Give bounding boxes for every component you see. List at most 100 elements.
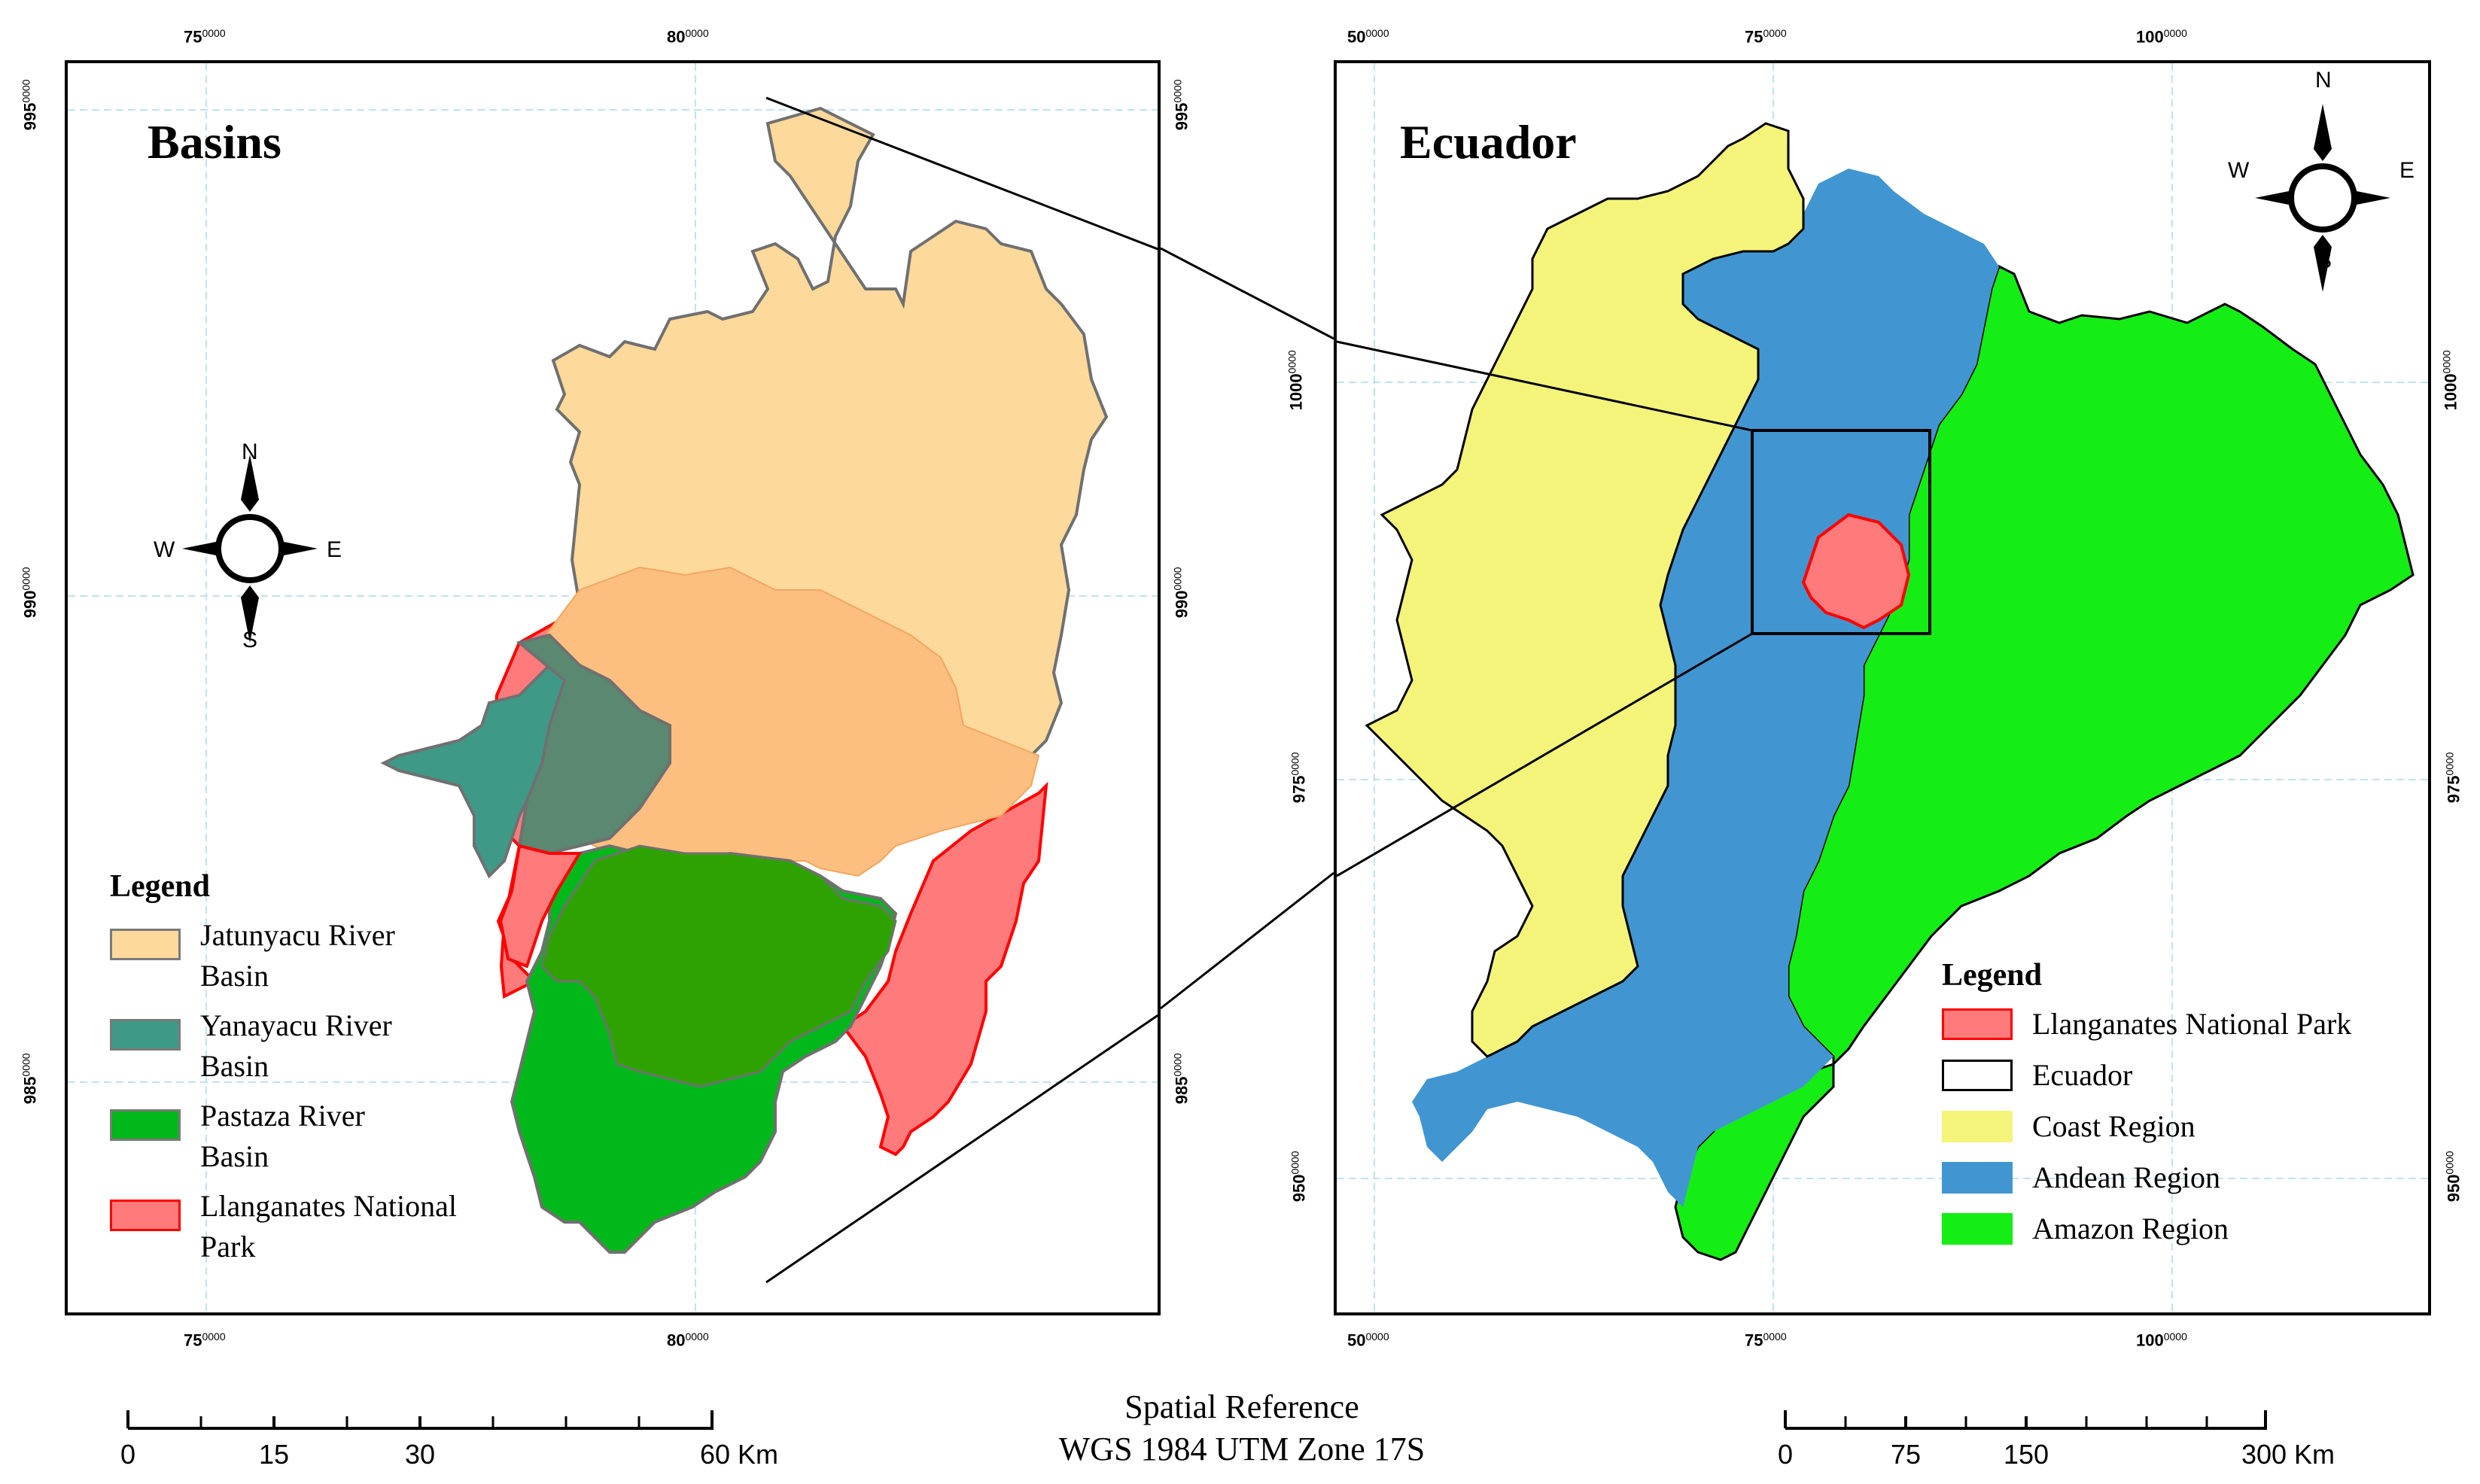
basins-tick-right-9900000: 9900000	[1171, 567, 1191, 619]
ecuador-park-swatch	[1942, 1008, 2013, 1040]
ecuador-legend-item-amazon: Amazon Region	[1942, 1209, 2351, 1249]
andean-region	[1412, 169, 1999, 1207]
ecuador-park-legend-label: Llanganates National Park	[2032, 1007, 2352, 1041]
spatial-reference-title: Spatial Reference	[1124, 1388, 1359, 1425]
ecuador-scale-label-75: 75	[1890, 1439, 1922, 1470]
basins-legend-item-park: Llanganates National Park	[110, 1186, 457, 1267]
basins-compass-s-label: S	[242, 628, 258, 652]
south-arrow-icon	[241, 585, 259, 643]
basins-scale-label-60: 60 Km	[699, 1439, 779, 1470]
park-legend-line2: Park	[200, 1230, 256, 1264]
ecuador-compass-s-label: S	[2317, 248, 2332, 273]
ecuador-map-canvas	[1337, 63, 2428, 1312]
ecuador-compass-e-label: E	[2399, 158, 2415, 183]
ecuador-tick-bottom-1000000: 1000000	[2136, 1330, 2187, 1350]
ecuador-legend-item-country: Ecuador	[1942, 1055, 2351, 1096]
ecuador-tick-left-9500000: 9500000	[1289, 1151, 1309, 1203]
pastaza-legend-label: Pastaza River Basin	[200, 1096, 365, 1177]
ecuador-compass-w-label: W	[2228, 158, 2250, 183]
basins-tick-bottom-750000: 750000	[184, 1330, 226, 1350]
ecuador-tick-right-9750000: 9750000	[2443, 752, 2463, 804]
south-arrow-icon	[2314, 235, 2332, 292]
ecuador-tick-left-10000000: 10000000	[1286, 350, 1306, 411]
ecuador-country-legend-label: Ecuador	[2032, 1058, 2133, 1092]
basins-compass-n-label: N	[242, 439, 258, 464]
yanayacu-legend-label: Yanayacu River Basin	[200, 1005, 392, 1087]
ecuador-tick-right-9500000: 9500000	[2443, 1151, 2463, 1203]
basins-tick-bottom-800000: 800000	[667, 1330, 709, 1350]
park-legend-label: Llanganates National Park	[200, 1186, 457, 1267]
basins-legend-item-jatunyacu: Jatunyacu River Basin	[110, 915, 457, 996]
ecuador-amazon-swatch	[1942, 1213, 2013, 1245]
basins-compass-w-label: W	[154, 537, 175, 562]
basins-scale-label-30: 30	[404, 1439, 436, 1470]
basins-tick-top-750000: 750000	[184, 27, 226, 47]
ecuador-country-swatch	[1942, 1060, 2013, 1091]
basins-tick-left-9900000: 9900000	[20, 567, 40, 619]
compass-ring-icon	[2288, 163, 2357, 233]
ecuador-coast-legend-label: Coast Region	[2032, 1109, 2195, 1143]
basins-compass-e-label: E	[327, 537, 342, 562]
ecuador-tick-left-9750000: 9750000	[1289, 752, 1309, 804]
compass-ring-icon	[215, 514, 285, 583]
llanganates-park-southwest-strip	[498, 844, 583, 969]
ecuador-scale-label-300: 300 Km	[2241, 1439, 2335, 1470]
extent-box	[1751, 429, 1931, 635]
basins-scale-label-15: 15	[258, 1439, 290, 1470]
connector-line-top	[1160, 247, 1334, 340]
ecuador-tick-top-1000000: 1000000	[2136, 27, 2187, 47]
basins-legend-item-pastaza: Pastaza River Basin	[110, 1096, 457, 1177]
park-swatch	[110, 1200, 181, 1231]
extent-indicator-line-bottom	[765, 1014, 1158, 1284]
ecuador-andean-legend-label: Andean Region	[2032, 1160, 2220, 1194]
extent-indicator-line-bottom-right	[1337, 632, 1753, 877]
basins-tick-top-800000: 800000	[667, 27, 709, 47]
ecuador-tick-top-750000: 750000	[1745, 27, 1787, 47]
jatunyacu-legend-line2: Basin	[200, 959, 269, 993]
ecuador-amazon-legend-label: Amazon Region	[2032, 1212, 2229, 1245]
basins-tick-right-9950000: 9950000	[1171, 79, 1191, 131]
yanayacu-legend-line2: Basin	[200, 1049, 269, 1083]
spatial-reference-system: WGS 1984 UTM Zone 17S	[1058, 1431, 1426, 1467]
basins-tick-right-9850000: 9850000	[1171, 1053, 1191, 1105]
basins-map-frame: Basins N S W E Legend Jatunyacu River Ba…	[65, 60, 1161, 1315]
llanganates-park-east-area	[841, 781, 1048, 1157]
basins-legend-title: Legend	[110, 869, 211, 904]
ecuador-tick-bottom-750000: 750000	[1745, 1330, 1787, 1350]
north-arrow-icon	[2314, 104, 2332, 161]
ecuador-map-frame: Ecuador N S W E Legend Llanganates Natio…	[1334, 60, 2431, 1315]
north-arrow-icon	[241, 455, 259, 512]
connector-line-bottom	[1160, 871, 1334, 1010]
basins-map-canvas	[68, 63, 1158, 1312]
ecuador-tick-right-10000000: 10000000	[2440, 350, 2460, 411]
extent-indicator-line-top-right	[1337, 340, 1753, 432]
pastaza-legend-line2: Basin	[200, 1139, 269, 1173]
ecuador-andean-swatch	[1942, 1162, 2013, 1194]
yanayacu-legend-line1: Yanayacu River	[200, 1008, 392, 1042]
ecuador-compass-rose	[2255, 104, 2390, 292]
basins-scale-label-0: 0	[120, 1439, 136, 1470]
ecuador-coast-swatch	[1942, 1111, 2013, 1142]
pastaza-legend-line1: Pastaza River	[200, 1099, 365, 1133]
basins-legend: Legend Jatunyacu River Basin Yanayacu Ri…	[110, 868, 457, 1276]
basins-map-title: Basins	[148, 115, 281, 169]
jatunyacu-legend-label: Jatunyacu River Basin	[200, 915, 395, 996]
basins-legend-item-yanayacu: Yanayacu River Basin	[110, 1005, 457, 1087]
ecuador-legend: Legend Llanganates National Park Ecuador…	[1942, 957, 2351, 1260]
ecuador-legend-title: Legend	[1942, 958, 2043, 993]
ecuador-scale-label-150: 150	[2003, 1439, 2049, 1470]
pastaza-swatch	[110, 1109, 181, 1141]
yanayacu-swatch	[110, 1019, 181, 1051]
basins-compass-rose	[182, 455, 318, 643]
ecuador-map-title: Ecuador	[1400, 115, 1577, 169]
ecuador-tick-top-500000: 500000	[1347, 27, 1389, 47]
ecuador-legend-item-andean: Andean Region	[1942, 1157, 2351, 1198]
llanganates-park-area	[1801, 512, 1911, 630]
jatunyacu-swatch	[110, 929, 181, 960]
pastaza-overlap-area	[540, 844, 897, 1088]
ecuador-legend-item-park: Llanganates National Park	[1942, 1004, 2351, 1045]
ecuador-tick-bottom-500000: 500000	[1347, 1330, 1389, 1350]
park-legend-line1: Llanganates National	[200, 1189, 457, 1223]
yanayacu-overlap-area	[516, 633, 671, 856]
